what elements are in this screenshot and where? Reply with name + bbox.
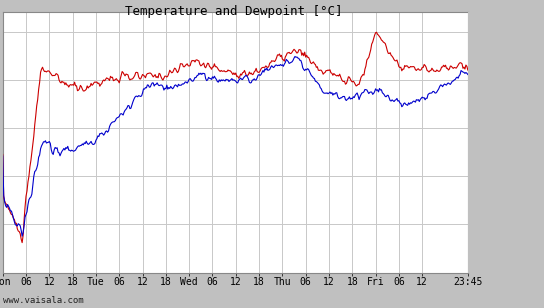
Text: Temperature and Dewpoint [°C]: Temperature and Dewpoint [°C]: [125, 5, 343, 18]
Text: www.vaisala.com: www.vaisala.com: [3, 296, 83, 305]
